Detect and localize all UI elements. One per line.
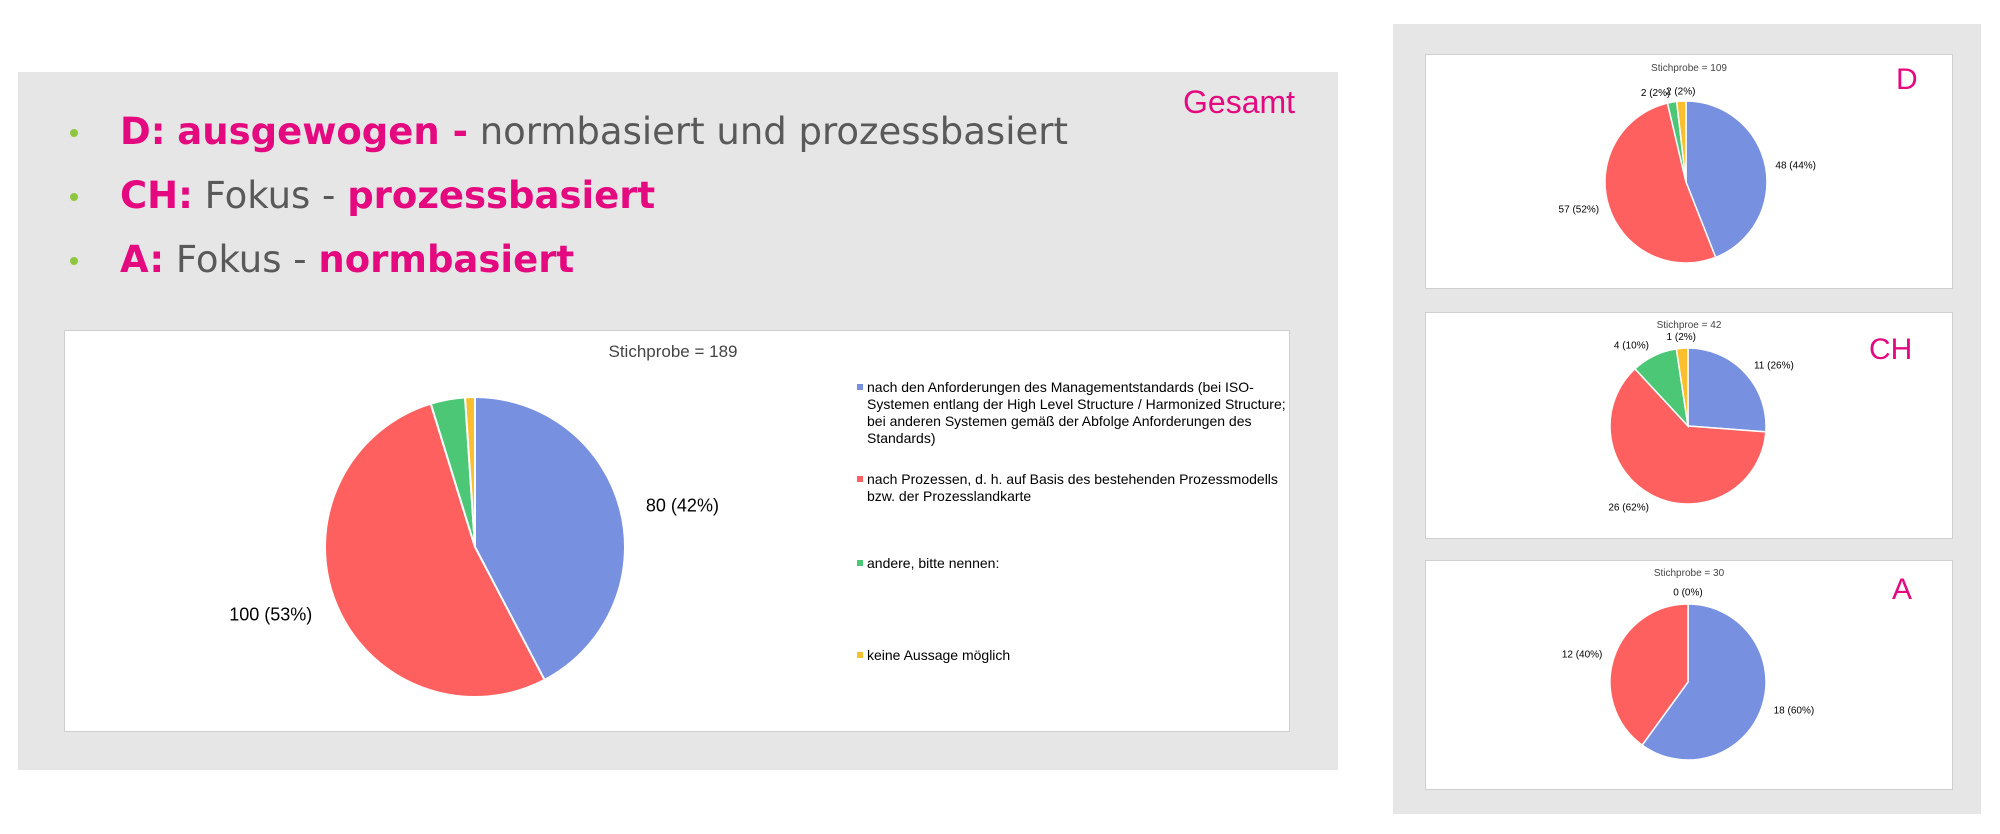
pie-chart-d: Stichprobe = 109 48 (44%) 57 (52%) 2 (2%)2 … [1559,63,1816,264]
gesamt-slice-processes [324,402,546,698]
chart-card-gesamt: Stichprobe = 189 80 (42%) 100 (53%) nach d… [64,330,1290,732]
gesamt-slice-no-statement [463,395,476,548]
legend-label-other: andere, bitte nennen: [867,555,1000,571]
legend-label-no-statement: keine Aussage möglich [867,647,1011,663]
finding-a-emphasis: normbasiert [318,238,575,281]
ch-title: Stichproe = 42 [1657,320,1722,331]
legend-item-other: andere, bitte nennen: [857,555,1287,572]
finding-a-text: Fokus - [164,238,319,281]
d-label-standards: 48 (44%) [1775,161,1816,172]
pie-chart-a: Stichprobe = 30 18 (60%) 12 (40%) 0 (0%) [1562,568,1815,761]
legend-swatch-no-statement [857,652,863,658]
finding-ch-emphasis: prozessbasiert [347,174,656,217]
ch-label-processes: 26 (62%) [1608,503,1649,514]
d-slice-standards [1685,100,1768,259]
ch-label-no-statement: 1 (2%) [1667,332,1696,343]
d-label-processes: 57 (52%) [1559,205,1600,216]
finding-ch-country: CH: [120,174,193,217]
finding-a: A: Fokus - normbasiert [70,228,1068,292]
a-slice-processes [1609,603,1689,747]
finding-ch: CH: Fokus - prozessbasiert [70,164,1068,228]
a-label-no-statement: 0 (0%) [1673,588,1702,599]
ch-label-other: 4 (10%) [1614,340,1649,351]
a-slice-standards [1641,603,1767,761]
finding-a-country: A: [120,238,165,281]
a-title: Stichprobe = 30 [1654,568,1725,579]
finding-d-country: D: [120,110,166,153]
legend-label-standards: nach den Anforderungen des Managementsta… [867,379,1286,446]
chart-card-ch: Stichproe = 42 11 (26%) 26 (62%) 4 (10%) 1 (… [1425,312,1953,539]
legend-item-processes: nach Prozessen, d. h. auf Basis des best… [857,471,1287,505]
d-label-other: 2 (2%) [1641,88,1670,99]
findings-list: D: ausgewogen - normbasiert und prozessb… [70,100,1068,292]
region-tag-gesamt: Gesamt [1183,84,1296,120]
chart-card-a: Stichprobe = 30 18 (60%) 12 (40%) 0 (0%) A [1425,560,1953,790]
gesamt-title: Stichprobe = 189 [608,342,737,361]
legend-item-standards: nach den Anforderungen des Managementsta… [857,379,1287,447]
finding-ch-text: Fokus - [192,174,348,217]
d-label-no-statement: 2 (2%) [1666,87,1695,98]
finding-d-text: normbasiert und prozessbasiert [467,110,1068,153]
a-label-processes: 12 (40%) [1562,650,1603,661]
ch-label-standards: 11 (26%) [1754,360,1794,371]
gesamt-slice-standards [474,395,626,682]
ch-slice-standards [1687,347,1767,433]
legend-swatch-standards [857,384,863,390]
pie-chart-gesamt: Stichprobe = 189 80 (42%) 100 (53%) [229,342,738,698]
ch-slice-no-statement [1675,347,1689,427]
summary-slide-panel: D: ausgewogen - normbasiert und prozessb… [18,72,1338,770]
pie-chart-ch: Stichproe = 42 11 (26%) 26 (62%) 4 (10%) 1 (… [1608,320,1794,514]
gesamt-label-processes: 100 (53%) [229,604,312,624]
country-charts-panel: Stichprobe = 109 48 (44%) 57 (52%) 2 (2%) 2 … [1393,24,1981,814]
finding-d: D: ausgewogen - normbasiert und prozessb… [70,100,1068,164]
region-tag-a: A [1892,573,1913,606]
d-title: Stichprobe = 109 [1651,63,1727,74]
legend-label-processes: nach Prozessen, d. h. auf Basis des best… [867,471,1278,504]
gesamt-label-standards: 80 (42%) [646,495,719,515]
legend-item-no-statement: keine Aussage möglich [857,647,1287,664]
d-slice-processes [1604,102,1717,264]
legend-swatch-processes [857,476,863,482]
chart-card-d: Stichprobe = 109 48 (44%) 57 (52%) 2 (2%) 2 … [1425,54,1953,289]
ch-slice-processes [1609,367,1767,505]
region-tag-ch: CH [1869,333,1913,366]
region-tag-d: D [1896,63,1918,96]
legend-swatch-other [857,560,863,566]
finding-d-emphasis: ausgewogen - [177,110,468,153]
d-slice-no-statement [1675,100,1687,183]
a-label-standards: 18 (60%) [1774,705,1815,716]
